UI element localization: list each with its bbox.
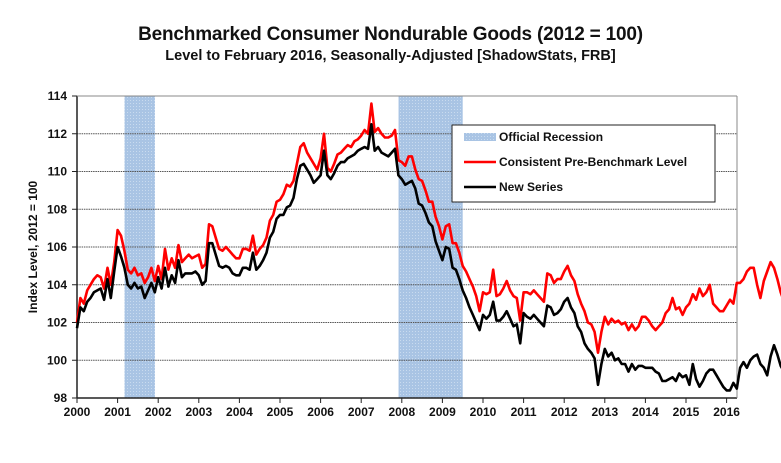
chart-subtitle: Level to February 2016, Seasonally-Adjus… [165, 48, 616, 64]
x-tick-label-2002: 2002 [145, 405, 172, 419]
legend-swatch-recession [464, 133, 496, 141]
y-tick-label-114: 114 [48, 89, 68, 103]
y-tick-label-102: 102 [47, 316, 67, 330]
y-tick-label-106: 106 [47, 240, 67, 254]
x-tick-label-2000: 2000 [64, 405, 91, 419]
x-tick-label-2003: 2003 [185, 405, 212, 419]
x-tick-label-2010: 2010 [470, 405, 497, 419]
y-tick-label-100: 100 [47, 353, 67, 367]
x-tick-label-2007: 2007 [348, 405, 375, 419]
x-tick-label-2012: 2012 [551, 405, 578, 419]
legend-label-3: New Series [499, 180, 563, 194]
chart-title: Benchmarked Consumer Nondurable Goods (2… [138, 24, 643, 45]
x-tick-label-2015: 2015 [673, 405, 700, 419]
x-tick-label-2001: 2001 [104, 405, 131, 419]
x-tick-label-2004: 2004 [226, 405, 253, 419]
x-tick-label-2008: 2008 [388, 405, 415, 419]
series-line-consistent-pre-benchmark-level [75, 102, 781, 355]
series-lines [75, 102, 781, 392]
x-tick-label-2006: 2006 [307, 405, 334, 419]
y-tick-label-104: 104 [47, 278, 67, 292]
y-tick-label-112: 112 [48, 127, 68, 141]
y-tick-label-108: 108 [47, 202, 67, 216]
x-tick-label-2013: 2013 [591, 405, 618, 419]
series-line-new-series [75, 123, 781, 392]
x-tick-label-2014: 2014 [632, 405, 659, 419]
x-tick-label-2016: 2016 [713, 405, 740, 419]
axes [72, 95, 738, 403]
x-tick-label-2011: 2011 [511, 405, 537, 419]
legend-label-2: Consistent Pre-Benchmark Level [499, 155, 687, 169]
tick-labels: 98 100 102 104 106 108 110 112 114 2000 2001 2002 20… [47, 89, 740, 419]
legend-label-1: Official Recession [499, 130, 603, 144]
x-tick-label-2009: 2009 [429, 405, 456, 419]
legend: Official Recession Consistent Pre-Benchma… [451, 124, 716, 203]
y-tick-label-110: 110 [48, 165, 68, 179]
y-axis-label: Index Level, 2012 = 100 [26, 180, 40, 313]
y-tick-label-98: 98 [54, 391, 68, 405]
x-tick-label-2005: 2005 [267, 405, 294, 419]
